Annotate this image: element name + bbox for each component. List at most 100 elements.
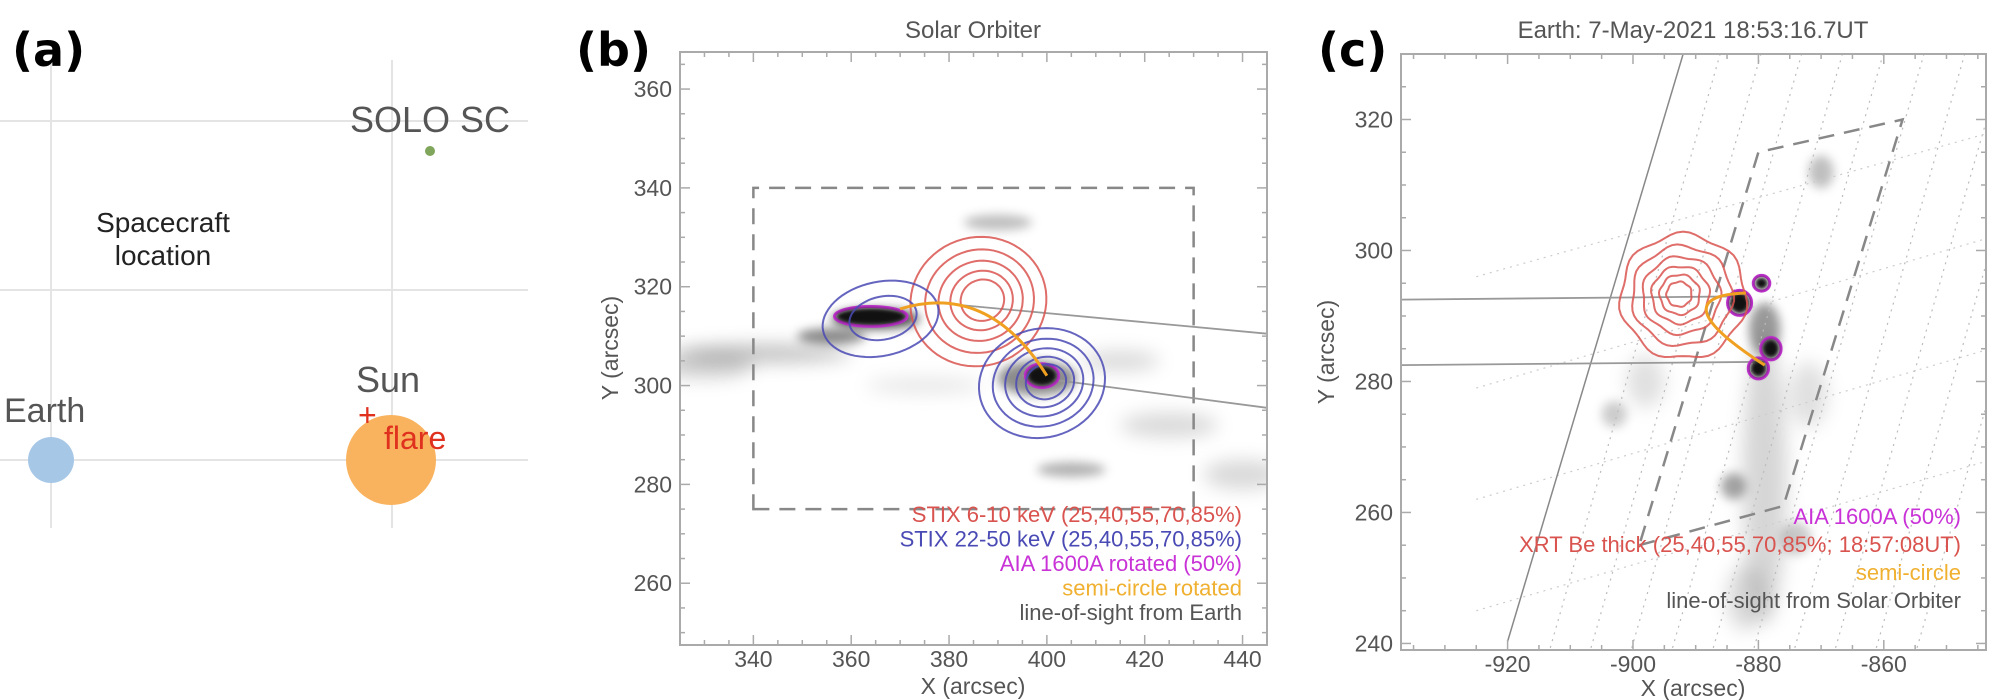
panel-b-title: Solar Orbiter [905,17,1041,44]
caption-line-2: location [115,240,212,271]
panel-b-solar-orbiter-map: (b) Solar Orbiter X (arcsec) Y (arcsec) … [576,17,1268,699]
contour-level [1631,243,1736,348]
panel-label-c: (c) [1318,23,1387,77]
heliographic-grid-line [1875,262,1986,650]
aia-1600-contour [1726,288,1754,317]
contour-level [821,279,940,359]
solar-limb-line [1506,54,1684,642]
legend-entry: STIX 6-10 keV (25,40,55,70,85%) [912,502,1242,527]
emission-haze [1626,355,1665,408]
legend-entry: XRT Be thick (25,40,55,70,85%; 18:57:08U… [1519,532,1961,557]
line-of-sight [1401,295,1746,301]
panel-c-title: Earth: 7-May-2021 18:53:16.7UT [1518,17,1869,44]
legend-entry: AIA 1600A (50%) [1793,504,1961,529]
emission-haze [1120,412,1219,438]
contour-level [1024,363,1068,401]
sun-label: Sun [356,359,420,400]
flare-label: flare [384,420,446,456]
aia-1600-contour [1023,362,1061,390]
y-tick-label: 320 [634,274,672,300]
aia-1600-contour [833,304,909,328]
emission-haze [963,214,1033,231]
emission-haze [797,328,866,345]
contour-level [1641,255,1723,337]
flare-marker: + [358,397,377,433]
legend-entry: line-of-sight from Solar Orbiter [1666,588,1961,613]
emission-haze [1720,473,1746,500]
heliographic-grid-line [1589,54,1762,650]
line-of-sight [1401,360,1765,366]
y-tick-label: 320 [1355,106,1393,132]
x-tick-label: -860 [1861,651,1907,677]
aia-1600-contour [1751,273,1772,293]
emission-haze [680,344,852,363]
legend-entry: semi-circle rotated [1062,576,1242,601]
line-of-sight [1022,374,1267,409]
x-tick-label: 420 [1126,646,1164,672]
emission-haze [1789,361,1828,428]
field-of-view-dashed-box [752,186,1195,511]
legend-entry: semi-circle [1856,560,1961,585]
earth-label: Earth [4,392,85,430]
y-tick-label: 260 [1355,499,1393,525]
aia-1600-contour [1759,336,1783,362]
x-tick-label: 340 [734,646,772,672]
emission-haze [1742,335,1787,624]
contour-level [977,327,1107,440]
emission-haze [1203,459,1267,490]
line-of-sight [948,303,1267,335]
contour-level [1618,230,1749,359]
y-tick-label: 280 [634,471,672,497]
y-tick-label: 280 [1355,368,1393,394]
panel-label-a: (a) [12,23,85,77]
contour-level [1657,273,1701,317]
heliographic-grid-line [1476,349,1986,500]
aia-1600-source [836,308,906,325]
panel-b-xlabel: X (arcsec) [921,673,1026,699]
emission-haze [865,378,984,393]
x-tick-label: 400 [1028,646,1066,672]
heliographic-grid-line [1630,54,1803,650]
plot-area [1401,54,1986,650]
emission-haze [1727,564,1765,631]
emission-haze [1081,350,1160,371]
contour-level [848,294,918,342]
emission-haze [1808,155,1834,189]
x-tick-label: -900 [1610,651,1656,677]
heliographic-grid-line [1915,404,1986,650]
heliographic-grid-line [1476,133,1986,278]
y-tick-label: 340 [634,175,672,201]
x-tick-label: 380 [930,646,968,672]
heliographic-grid-line [1476,460,1986,612]
contour-level [949,269,1014,332]
heliographic-grid-line [1671,54,1844,650]
plot-area [680,186,1267,511]
y-tick-label: 240 [1355,630,1393,656]
heliographic-grid-line [1752,54,1925,650]
contour-level [1650,265,1712,326]
spacecraft-marker [425,146,435,156]
panel-c-earth-map: (c) Earth: 7-May-2021 18:53:16.7UT X (ar… [1313,17,1987,700]
panel-c-xlabel: X (arcsec) [1641,675,1746,700]
heliographic-grid-line [1549,54,1721,650]
panel-label-b: (b) [576,23,651,77]
semi-circle-loop [1704,291,1766,367]
contour-level [937,259,1024,342]
contour-level [1665,280,1693,308]
contour-level [991,337,1095,428]
legend-entry: line-of-sight from Earth [1019,600,1242,625]
panel-c-ylabel: Y (arcsec) [1313,300,1339,404]
heliographic-grid-line [1793,54,1966,650]
contour-level [1004,347,1085,418]
panel-a-spacecraft-location: (a) SOLO SC Spacecraft location Earth Su… [0,23,528,528]
caption-line-1: Spacecraft [96,207,230,238]
legend-entry: AIA 1600A rotated (50%) [1000,551,1242,576]
x-tick-label: 440 [1223,646,1261,672]
earth-marker [28,437,74,483]
y-tick-label: 260 [634,570,672,596]
emission-haze [1601,401,1627,428]
x-tick-label: -920 [1485,651,1531,677]
plot-frame [1400,53,1987,651]
y-tick-label: 300 [634,373,672,399]
